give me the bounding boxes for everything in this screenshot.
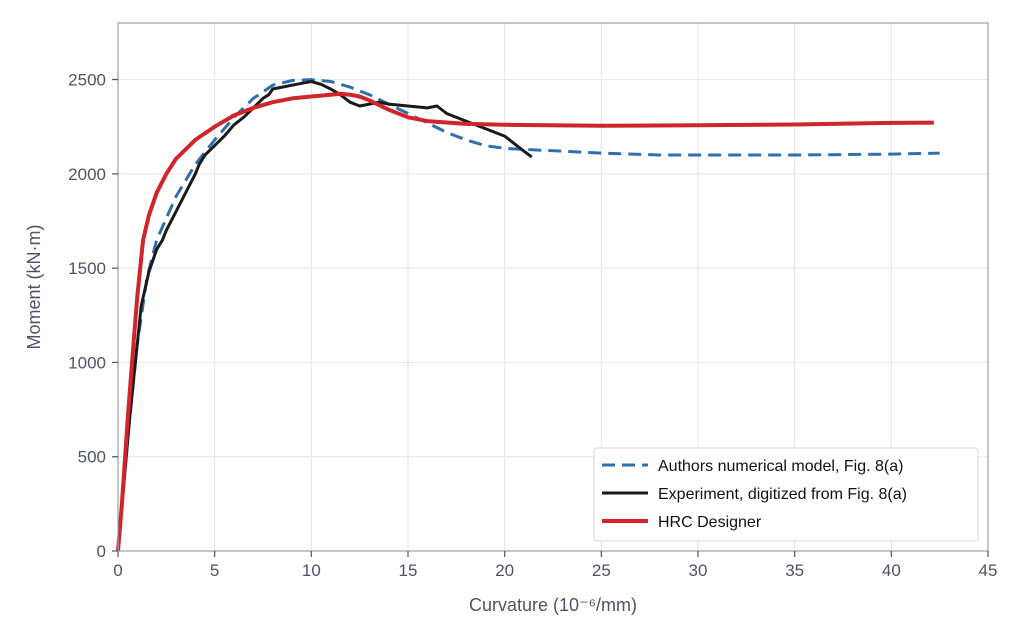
y-axis-label: Moment (kN·m) [24,225,44,350]
legend: Authors numerical model, Fig. 8(a) Experi… [593,447,979,542]
legend-label-authors-numerical-model-fig-8-a: Authors numerical model, Fig. 8(a) [658,458,903,475]
legend-label-hrc-designer: HRC Designer [658,514,762,531]
series-line-authors-numerical-model-fig-8-a [116,78,940,552]
y-tick-label: 2500 [68,71,106,90]
x-tick-label: 0 [113,561,122,580]
x-tick-label: 5 [210,561,219,580]
x-tick-label: 20 [495,561,514,580]
x-tick-label: 40 [882,561,901,580]
x-tick-label: 10 [302,561,321,580]
ticks: 0 5 10 15 20 25 30 35 40 45 0 500 1000 1500 2000 2500 [68,71,997,580]
x-tick-label: 15 [399,561,418,580]
series-layer [116,78,940,552]
x-tick-label: 45 [979,561,998,580]
plot-frame [117,22,989,552]
y-tick-label: 1000 [68,353,106,372]
series-line-experiment-digitized-from-fig-8-a [116,80,533,552]
series-line-hrc-designer [116,91,934,552]
x-tick-label: 35 [785,561,804,580]
y-tick-label: 0 [97,542,106,561]
legend-box [593,447,979,542]
x-axis-label: Curvature (10⁻⁶/mm) [469,595,637,615]
x-tick-label: 30 [689,561,708,580]
legend-label-experiment-digitized-from-fig-8-a: Experiment, digitized from Fig. 8(a) [658,486,907,503]
y-tick-label: 500 [78,448,106,467]
y-tick-label: 2000 [68,165,106,184]
x-tick-label: 25 [592,561,611,580]
y-tick-label: 1500 [68,259,106,278]
